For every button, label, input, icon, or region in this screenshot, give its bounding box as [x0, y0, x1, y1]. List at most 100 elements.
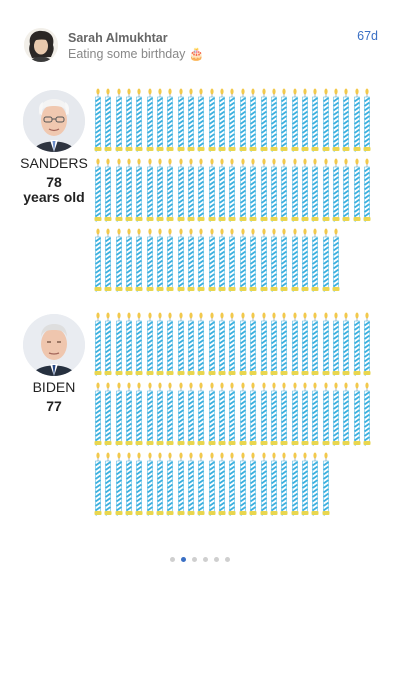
candle-icon — [208, 158, 216, 222]
candle-icon — [363, 312, 371, 376]
candle-icon — [353, 158, 361, 222]
candle-icon — [249, 382, 257, 446]
candle-icon — [311, 382, 319, 446]
candle-icon — [301, 452, 309, 516]
candle-icon — [146, 228, 154, 292]
candle-icon — [311, 452, 319, 516]
candle-icon — [218, 158, 226, 222]
candle-icon — [208, 452, 216, 516]
candle-icon — [115, 382, 123, 446]
candle-icon — [156, 88, 164, 152]
pager-dot[interactable] — [192, 557, 197, 562]
candle-icon — [104, 312, 112, 376]
candle-icon — [301, 228, 309, 292]
candle-icon — [280, 452, 288, 516]
pager-dot[interactable] — [225, 557, 230, 562]
candle-icon — [156, 228, 164, 292]
candle-icon — [270, 158, 278, 222]
candle-icon — [270, 452, 278, 516]
candle-icon — [94, 158, 102, 222]
biden-candles — [94, 312, 384, 517]
candle-icon — [208, 88, 216, 152]
candle-icon — [260, 452, 268, 516]
status-text: Eating some birthday 🎂 — [68, 47, 205, 61]
candle-icon — [104, 382, 112, 446]
candle-icon — [104, 452, 112, 516]
sanders-block: SANDERS 78 years old — [0, 88, 400, 298]
candle-icon — [332, 382, 340, 446]
candle-icon — [197, 158, 205, 222]
candle-icon — [353, 382, 361, 446]
candle-icon — [291, 312, 299, 376]
pager-dot[interactable] — [181, 557, 186, 562]
candle-icon — [249, 158, 257, 222]
post-age-link[interactable]: 67d — [357, 29, 378, 43]
candle-icon — [291, 158, 299, 222]
candle-row — [94, 88, 371, 152]
pager-dot[interactable] — [170, 557, 175, 562]
candle-icon — [270, 382, 278, 446]
candle-icon — [260, 312, 268, 376]
candle-icon — [135, 88, 143, 152]
candle-icon — [166, 382, 174, 446]
candle-icon — [228, 228, 236, 292]
candle-icon — [239, 158, 247, 222]
candle-icon — [135, 312, 143, 376]
candle-icon — [177, 452, 185, 516]
candle-icon — [291, 452, 299, 516]
candle-icon — [187, 312, 195, 376]
candle-icon — [249, 88, 257, 152]
candle-icon — [228, 382, 236, 446]
slide-pager[interactable] — [0, 557, 400, 562]
candle-icon — [104, 88, 112, 152]
candle-icon — [322, 312, 330, 376]
candle-icon — [332, 312, 340, 376]
candle-icon — [177, 382, 185, 446]
candle-icon — [166, 452, 174, 516]
candle-icon — [280, 88, 288, 152]
candle-icon — [249, 228, 257, 292]
candle-icon — [104, 158, 112, 222]
candle-icon — [177, 158, 185, 222]
candle-icon — [322, 88, 330, 152]
candle-icon — [353, 88, 361, 152]
candle-icon — [177, 312, 185, 376]
author-name[interactable]: Sarah Almukhtar — [68, 31, 168, 45]
candle-icon — [94, 312, 102, 376]
candle-icon — [291, 382, 299, 446]
candle-icon — [342, 88, 350, 152]
candle-icon — [353, 312, 361, 376]
candle-icon — [280, 312, 288, 376]
candle-icon — [115, 228, 123, 292]
biden-portrait — [23, 314, 85, 376]
candle-icon — [311, 88, 319, 152]
candle-icon — [270, 312, 278, 376]
candle-icon — [239, 312, 247, 376]
biden-block: BIDEN 77 — [0, 312, 400, 522]
candle-icon — [239, 452, 247, 516]
candle-icon — [332, 158, 340, 222]
pager-dot[interactable] — [214, 557, 219, 562]
author-avatar[interactable] — [24, 28, 58, 62]
candle-icon — [260, 228, 268, 292]
candle-icon — [125, 382, 133, 446]
candle-icon — [166, 312, 174, 376]
candle-icon — [228, 158, 236, 222]
pager-dot[interactable] — [203, 557, 208, 562]
candle-icon — [166, 158, 174, 222]
candle-icon — [115, 88, 123, 152]
candle-icon — [218, 452, 226, 516]
candle-row — [94, 312, 371, 376]
candle-icon — [94, 228, 102, 292]
candle-icon — [332, 228, 340, 292]
candle-icon — [239, 88, 247, 152]
candle-icon — [125, 88, 133, 152]
candle-icon — [187, 452, 195, 516]
candle-icon — [135, 382, 143, 446]
candle-row — [94, 382, 371, 446]
biden-age: 77 — [46, 398, 62, 414]
candle-icon — [228, 452, 236, 516]
sanders-portrait — [23, 90, 85, 152]
candle-icon — [270, 88, 278, 152]
candle-icon — [218, 312, 226, 376]
